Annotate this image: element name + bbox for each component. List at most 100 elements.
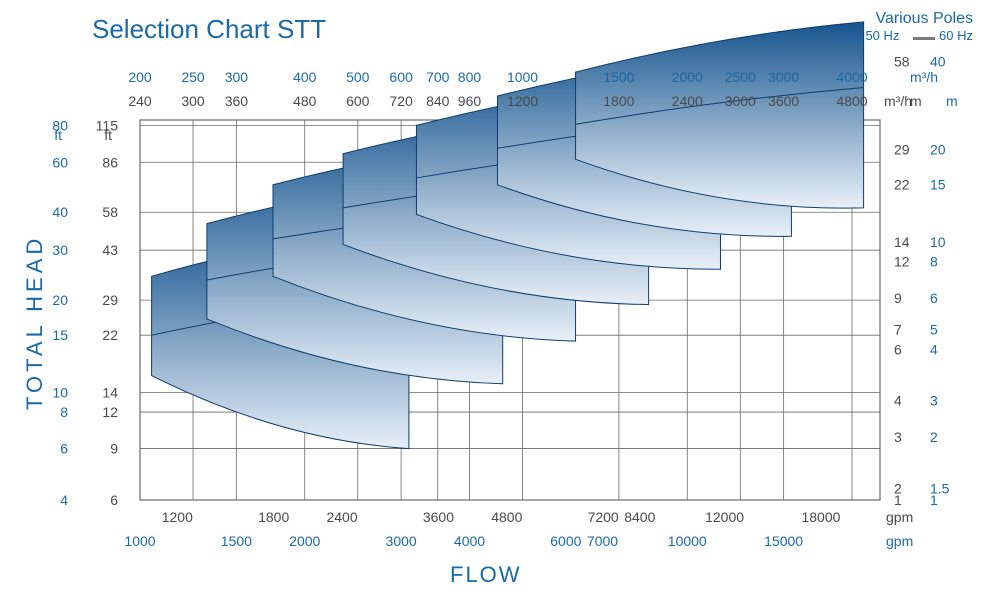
- svg-text:1000: 1000: [507, 69, 538, 85]
- svg-text:600: 600: [389, 69, 413, 85]
- svg-text:800: 800: [458, 69, 482, 85]
- svg-text:3: 3: [894, 429, 902, 445]
- svg-text:3600: 3600: [423, 509, 454, 525]
- svg-text:8: 8: [60, 404, 68, 420]
- svg-text:500: 500: [346, 69, 370, 85]
- svg-text:2000: 2000: [289, 533, 320, 549]
- svg-text:60: 60: [52, 154, 68, 170]
- svg-text:2000: 2000: [672, 69, 703, 85]
- svg-text:2: 2: [930, 429, 938, 445]
- svg-text:7: 7: [894, 322, 902, 338]
- svg-text:15: 15: [52, 327, 68, 343]
- svg-text:30: 30: [52, 242, 68, 258]
- svg-text:m: m: [910, 93, 922, 109]
- svg-text:720: 720: [389, 93, 413, 109]
- svg-text:29: 29: [894, 141, 910, 157]
- chart-title: Selection Chart STT: [92, 14, 326, 45]
- svg-text:14: 14: [102, 385, 118, 401]
- svg-text:7000: 7000: [587, 533, 618, 549]
- svg-text:250: 250: [181, 69, 205, 85]
- svg-text:10000: 10000: [668, 533, 707, 549]
- svg-text:12000: 12000: [705, 509, 744, 525]
- svg-text:4: 4: [894, 393, 902, 409]
- legend-title: Various Poles: [840, 10, 973, 28]
- legend-swatch-50hz: [840, 37, 862, 40]
- x-axis-title: FLOW: [450, 562, 522, 588]
- svg-text:15: 15: [930, 176, 946, 192]
- svg-text:14: 14: [894, 234, 910, 250]
- svg-text:10: 10: [52, 385, 68, 401]
- svg-text:6: 6: [110, 492, 118, 508]
- svg-text:8400: 8400: [624, 509, 655, 525]
- svg-text:1800: 1800: [603, 93, 634, 109]
- svg-text:6: 6: [894, 341, 902, 357]
- svg-text:40: 40: [930, 54, 946, 70]
- svg-text:400: 400: [293, 69, 317, 85]
- svg-text:22: 22: [102, 327, 118, 343]
- svg-text:20: 20: [52, 292, 68, 308]
- svg-text:1: 1: [930, 492, 938, 508]
- svg-text:3000: 3000: [386, 533, 417, 549]
- svg-text:4800: 4800: [491, 509, 522, 525]
- svg-text:960: 960: [458, 93, 482, 109]
- svg-text:480: 480: [293, 93, 317, 109]
- svg-text:m³/h: m³/h: [884, 93, 912, 109]
- svg-text:4: 4: [60, 492, 68, 508]
- svg-text:300: 300: [225, 69, 249, 85]
- legend-swatch-60hz: [913, 37, 935, 40]
- svg-text:18000: 18000: [801, 509, 840, 525]
- svg-text:m³/h: m³/h: [910, 69, 938, 85]
- svg-text:9: 9: [894, 290, 902, 306]
- svg-text:86: 86: [102, 154, 118, 170]
- svg-text:360: 360: [225, 93, 249, 109]
- svg-text:1500: 1500: [221, 533, 252, 549]
- svg-text:m: m: [946, 93, 958, 109]
- svg-text:3000: 3000: [768, 69, 799, 85]
- svg-text:29: 29: [102, 292, 118, 308]
- svg-text:3000: 3000: [725, 93, 756, 109]
- chart-canvas: 200 250 300 400 500 600 700 800 1000 1500 2000 2500…: [0, 0, 991, 592]
- svg-text:2400: 2400: [672, 93, 703, 109]
- svg-text:4000: 4000: [836, 69, 867, 85]
- svg-text:300: 300: [181, 93, 205, 109]
- svg-text:4000: 4000: [454, 533, 485, 549]
- svg-text:600: 600: [346, 93, 370, 109]
- svg-text:7200: 7200: [588, 509, 619, 525]
- svg-text:22: 22: [894, 176, 910, 192]
- svg-text:10: 10: [930, 234, 946, 250]
- svg-text:9: 9: [110, 441, 118, 457]
- svg-text:58: 58: [894, 54, 910, 70]
- svg-text:700: 700: [426, 69, 450, 85]
- svg-text:4: 4: [930, 341, 938, 357]
- svg-text:1800: 1800: [258, 509, 289, 525]
- svg-text:1: 1: [894, 492, 902, 508]
- svg-text:43: 43: [102, 242, 118, 258]
- svg-text:200: 200: [128, 69, 152, 85]
- svg-text:ft: ft: [104, 127, 112, 143]
- legend: Various Poles 50 Hz 60 Hz: [840, 10, 973, 43]
- svg-text:3600: 3600: [768, 93, 799, 109]
- svg-text:12: 12: [894, 253, 910, 269]
- svg-text:1500: 1500: [603, 69, 634, 85]
- svg-text:6000: 6000: [550, 533, 581, 549]
- svg-text:40: 40: [52, 204, 68, 220]
- svg-text:20: 20: [930, 141, 946, 157]
- svg-text:6: 6: [930, 290, 938, 306]
- svg-text:8: 8: [930, 253, 938, 269]
- svg-text:ft: ft: [54, 127, 62, 143]
- svg-text:gpm: gpm: [886, 533, 913, 549]
- svg-text:840: 840: [426, 93, 450, 109]
- svg-text:5: 5: [930, 322, 938, 338]
- svg-text:1200: 1200: [507, 93, 538, 109]
- svg-text:4800: 4800: [836, 93, 867, 109]
- svg-text:1200: 1200: [162, 509, 193, 525]
- svg-text:gpm: gpm: [886, 509, 913, 525]
- svg-text:240: 240: [128, 93, 152, 109]
- svg-text:6: 6: [60, 441, 68, 457]
- svg-text:58: 58: [102, 204, 118, 220]
- svg-text:2400: 2400: [326, 509, 357, 525]
- svg-text:15000: 15000: [764, 533, 803, 549]
- svg-text:2500: 2500: [725, 69, 756, 85]
- svg-text:1000: 1000: [124, 533, 155, 549]
- svg-text:12: 12: [102, 404, 118, 420]
